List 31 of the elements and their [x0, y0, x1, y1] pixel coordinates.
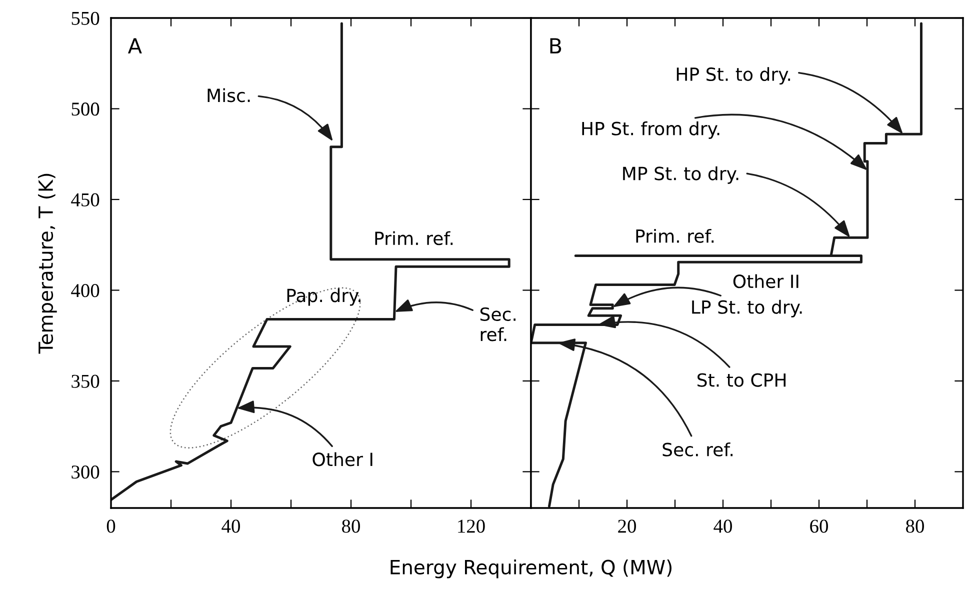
- annotation: Misc.: [208, 88, 250, 102]
- annotation: MP St. to dry.: [623, 166, 738, 184]
- x-tick-label: 40: [222, 520, 240, 533]
- x-tick-label: 0: [106, 520, 116, 533]
- x-tick-label: 20: [618, 520, 636, 533]
- annotation: Other I: [312, 452, 372, 466]
- annotation: Prim. ref.: [375, 231, 453, 246]
- y-tick-label: 350: [72, 374, 100, 388]
- y-tick-label: 450: [71, 193, 100, 206]
- x-axis-title: Energy Requirement, Q (MW): [390, 559, 672, 578]
- text: A: [128, 38, 142, 54]
- x-tick-label: 120: [458, 520, 485, 533]
- x-tick-label: 60: [810, 520, 828, 533]
- annotation: HP St. to dry.: [676, 67, 790, 85]
- annotation: Sec. ref.: [662, 442, 733, 456]
- y-tick-label: 500: [72, 102, 100, 116]
- annotation: St. to CPH: [698, 373, 786, 387]
- annotation: LP St. to dry.: [692, 300, 802, 318]
- text: B: [550, 38, 562, 54]
- x-tick-label: 80: [906, 520, 924, 533]
- annotation: Pap. dry.: [287, 288, 360, 306]
- x-tick-label: 80: [342, 520, 360, 533]
- annotation: Other II: [733, 274, 798, 288]
- y-tick-label: 300: [72, 466, 100, 479]
- y-tick-label: 400: [71, 284, 100, 298]
- annotation: Prim. ref.: [636, 228, 714, 243]
- annotation: HP St. from dry.: [582, 121, 720, 139]
- y-tick-label: 550: [72, 12, 100, 25]
- x-tick-label: 40: [714, 520, 732, 533]
- annotation: Sec. ref.: [480, 307, 516, 342]
- y-axis-title: Temperature, T (K): [38, 174, 57, 354]
